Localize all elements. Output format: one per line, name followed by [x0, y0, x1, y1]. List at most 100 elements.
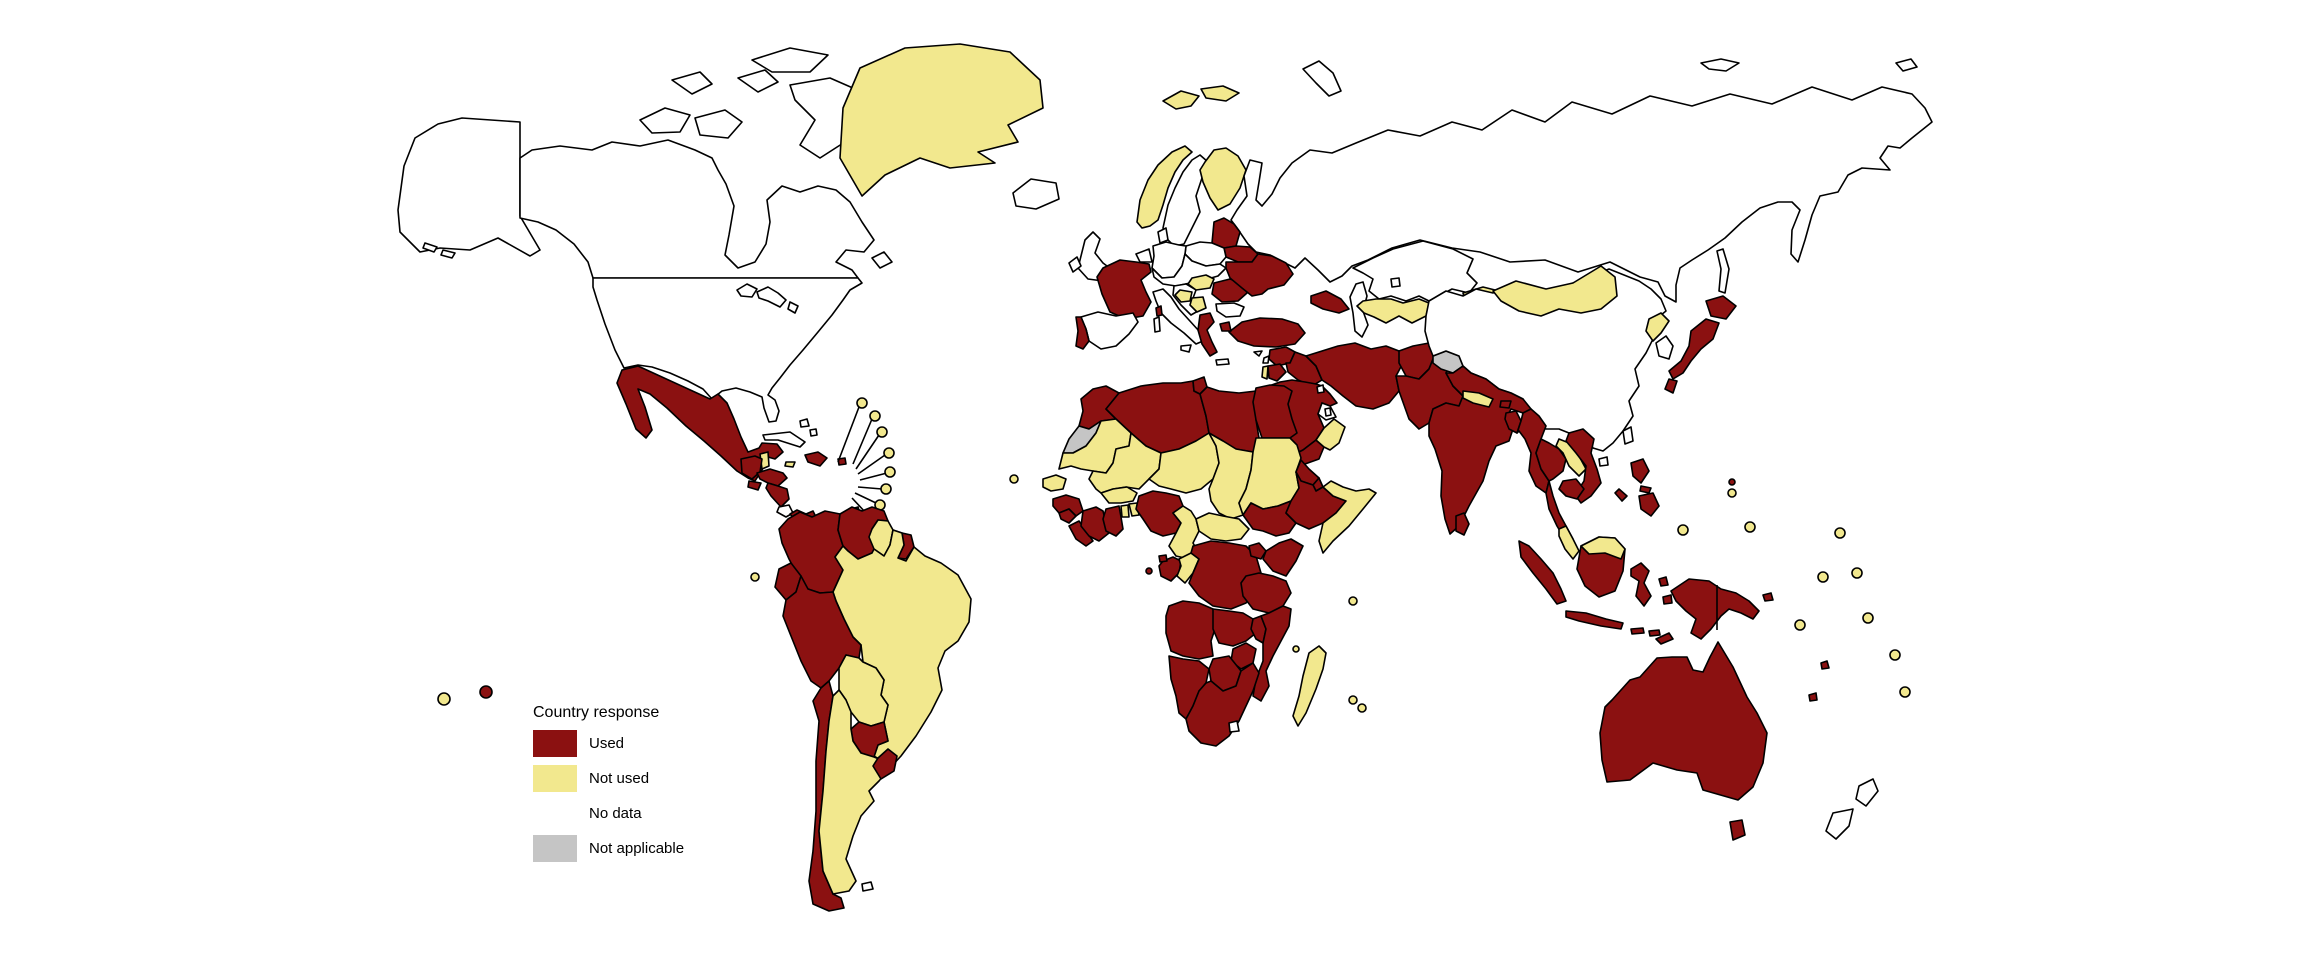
legend-item-not-used: Not used [533, 765, 684, 792]
region-cyprus [1253, 350, 1263, 357]
aral-sea [1390, 277, 1401, 288]
region-philippines-palawan [1614, 488, 1628, 502]
region-mauritius [1348, 695, 1358, 705]
region-arctic-islands [751, 47, 829, 73]
region-pacific-island [1862, 612, 1874, 624]
region-jamaica [784, 461, 796, 468]
region-portugal [1075, 316, 1090, 350]
region-lebanon [1262, 355, 1270, 364]
region-norway [1136, 145, 1193, 229]
region-japan-hokkaido [1705, 295, 1737, 320]
region-new-zealand-north [1855, 778, 1879, 807]
region-falkland-islands [861, 881, 874, 892]
region-sulawesi [1630, 562, 1652, 607]
region-aleutians [422, 242, 438, 253]
region-caribbean-island [884, 466, 896, 478]
region-nicaragua [765, 482, 790, 508]
region-galapagos [750, 572, 760, 582]
region-micronesia [1727, 488, 1737, 498]
region-new-zealand-south [1825, 808, 1854, 840]
region-mongolia [1492, 265, 1618, 317]
great-lakes [756, 286, 787, 308]
region-central-african-republic [1195, 512, 1250, 542]
region-philippines-visayas [1639, 485, 1652, 494]
region-svalbard [1162, 90, 1200, 110]
region-arctic-islands [671, 71, 713, 95]
region-russia [1230, 86, 1933, 303]
caribbean-leader-lines [837, 406, 888, 514]
region-cape-verde [1009, 474, 1019, 484]
region-australia [1599, 641, 1768, 801]
region-greece [1197, 312, 1218, 357]
region-malaysia-borneo [1580, 536, 1626, 560]
region-cuba [762, 431, 806, 448]
region-kuwait [1316, 384, 1325, 394]
region-reunion [1357, 703, 1367, 713]
region-moluccas [1658, 576, 1669, 587]
great-lakes [736, 283, 758, 298]
region-ireland [1068, 256, 1082, 273]
region-kenya [1262, 538, 1304, 577]
region-pacific-island [1834, 527, 1846, 539]
region-sierra-leone [1058, 508, 1077, 524]
region-sardinia [1153, 316, 1161, 333]
region-angola [1165, 600, 1217, 660]
region-new-siberian-islands [1700, 58, 1740, 72]
legend-label-not-used: Not used [589, 770, 650, 787]
region-el-salvador [747, 480, 762, 491]
region-croatia [1174, 289, 1193, 303]
region-burkina-faso [1100, 486, 1138, 504]
region-aleutians [440, 249, 456, 259]
region-sakhalin [1716, 248, 1730, 294]
region-benelux [1135, 248, 1153, 263]
region-french-polynesia [437, 692, 451, 706]
legend: Country response Used Not used No data N… [533, 704, 684, 870]
region-sao-tome [1145, 567, 1153, 575]
region-caribbean-island [883, 447, 895, 459]
legend-swatch-used [533, 730, 577, 757]
region-costa-rica [776, 504, 794, 518]
region-zambia [1212, 608, 1257, 647]
region-palau [1728, 478, 1736, 486]
region-comoros [1292, 645, 1300, 653]
region-serbia [1189, 296, 1207, 313]
region-jordan [1267, 363, 1287, 382]
region-liberia [1068, 520, 1094, 547]
region-lesotho [1228, 720, 1240, 733]
legend-item-used: Used [533, 730, 684, 757]
region-caucasus [1310, 290, 1350, 314]
legend-swatch-not-applicable [533, 835, 577, 862]
region-senegal [1042, 474, 1067, 492]
region-somalia [1318, 480, 1377, 554]
region-java [1565, 610, 1624, 630]
region-ghana [1102, 505, 1124, 537]
region-nepal [1462, 390, 1494, 408]
region-pacific-island [1794, 619, 1806, 631]
region-canada [519, 139, 875, 279]
region-uganda [1248, 542, 1267, 560]
region-pacific-island [1677, 524, 1689, 536]
region-tasmania [1729, 819, 1746, 841]
region-novaya-zemlya [1302, 60, 1342, 97]
region-uruguay [872, 748, 898, 780]
legend-title: Country response [533, 704, 660, 721]
region-puerto-rico [837, 457, 847, 466]
region-togo [1120, 504, 1130, 518]
region-hungary [1187, 274, 1215, 291]
region-newfoundland [871, 251, 893, 269]
region-vanuatu [1820, 660, 1830, 670]
region-svalbard [1200, 85, 1240, 102]
region-mexico [616, 365, 784, 482]
region-timor [1655, 632, 1674, 645]
region-qatar [1324, 407, 1332, 417]
region-caribbean-island [876, 426, 888, 438]
region-malaysia-peninsular [1558, 525, 1580, 560]
region-caribbean-island [880, 483, 892, 495]
region-arctic-islands [639, 107, 691, 134]
region-finland [1199, 147, 1247, 211]
region-oman [1315, 418, 1346, 451]
region-israel [1261, 365, 1269, 380]
region-spain [1080, 311, 1139, 350]
